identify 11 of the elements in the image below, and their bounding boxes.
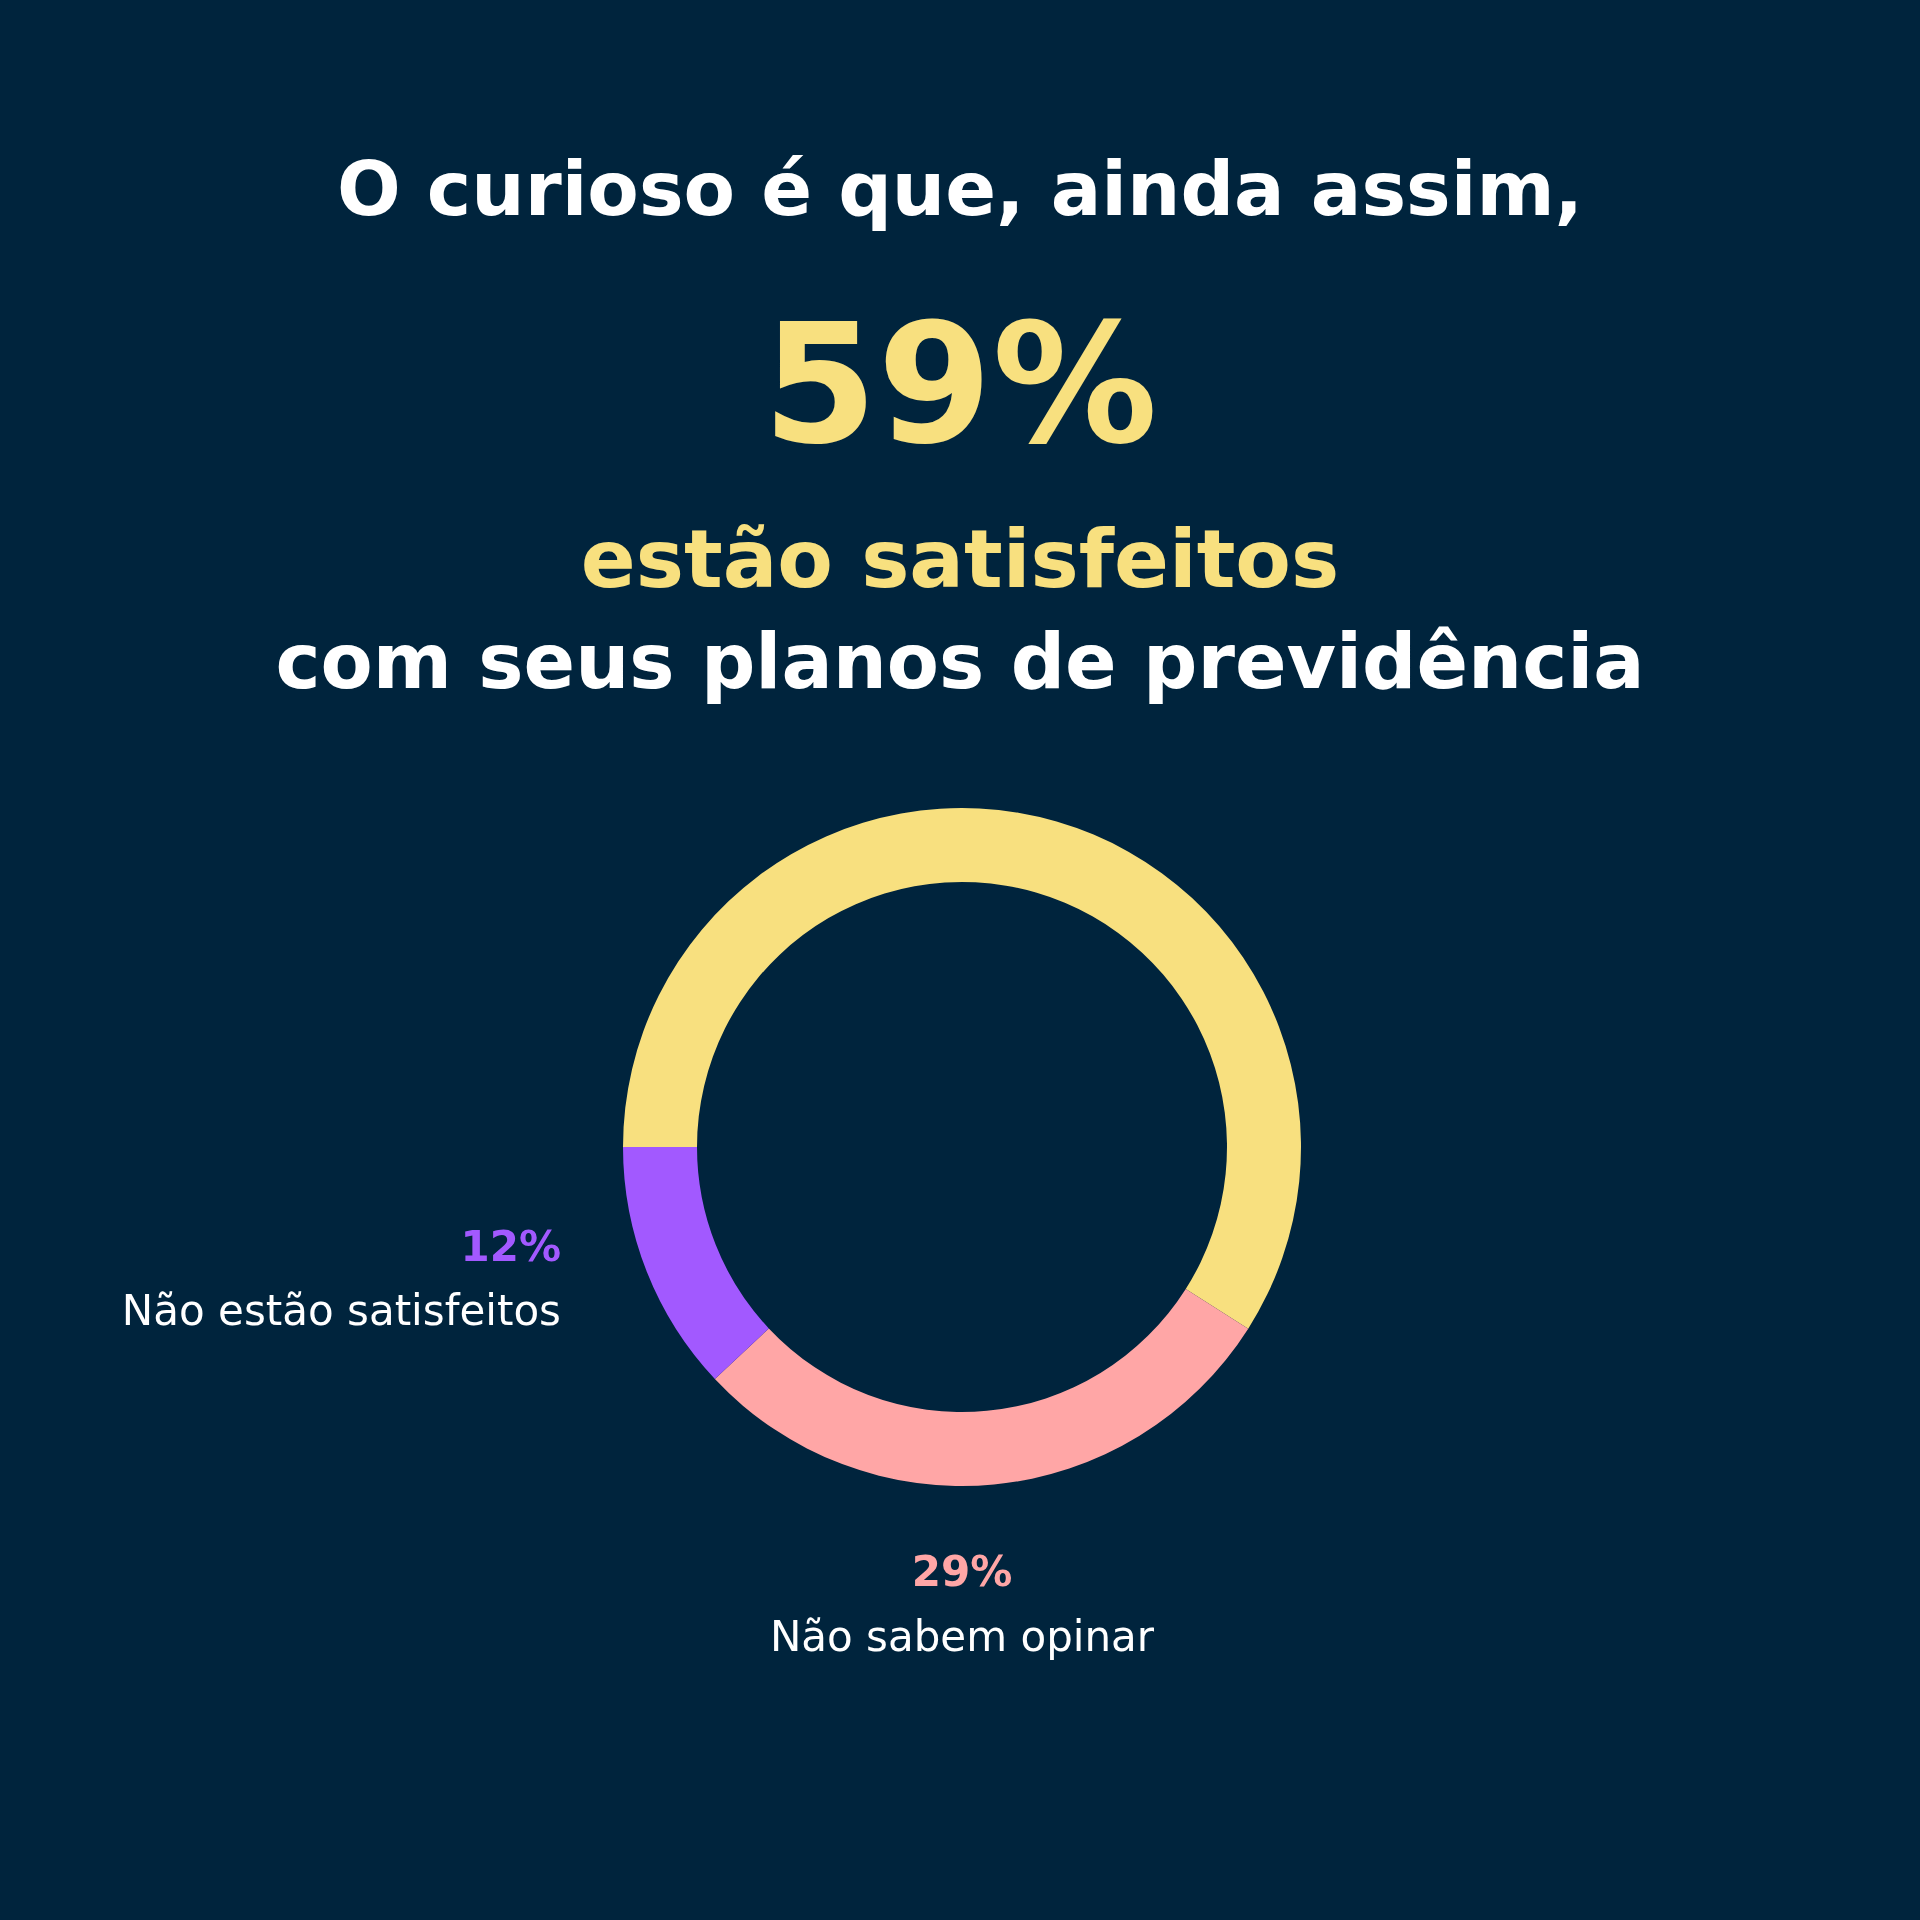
chart-title: O curioso é que, ainda assim, bbox=[335, 145, 1585, 233]
donut-slice bbox=[623, 808, 1301, 1329]
data-label: 59% bbox=[762, 289, 1158, 481]
slice-label: Não estão satisfeitos bbox=[121, 1285, 561, 1335]
donut-slice bbox=[714, 1288, 1249, 1486]
text: com seus planos de previdência bbox=[274, 617, 1646, 706]
donut-slice bbox=[623, 1147, 769, 1380]
slice-label: estão satisfeitos bbox=[580, 512, 1340, 606]
data-label: 29% bbox=[911, 1547, 1013, 1596]
data-label: 12% bbox=[460, 1221, 561, 1271]
slice-label: Não sabem opinar bbox=[769, 1612, 1155, 1661]
